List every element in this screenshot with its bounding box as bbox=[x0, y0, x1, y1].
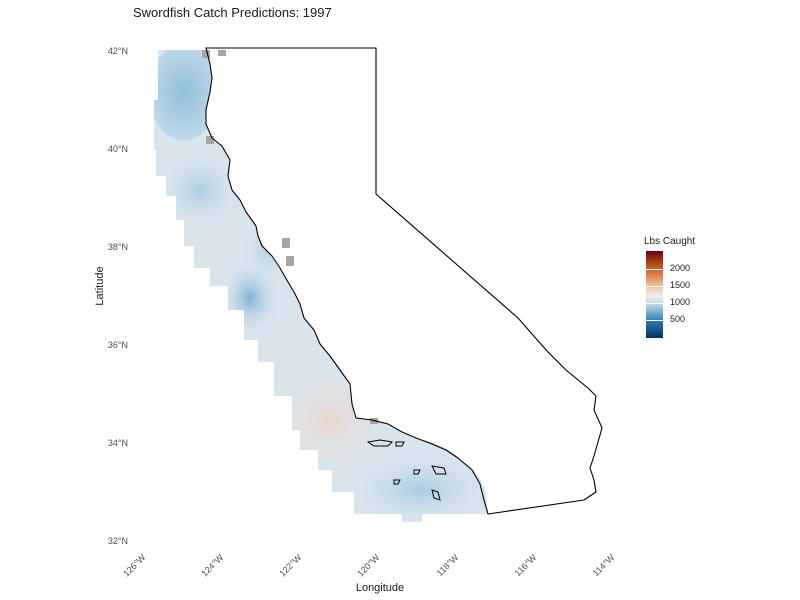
catch-raster bbox=[154, 50, 488, 522]
x-tick-label: 122°W bbox=[277, 552, 304, 579]
legend-tick bbox=[646, 269, 663, 270]
y-axis-title: Latitude bbox=[94, 266, 106, 305]
legend-tick bbox=[646, 286, 663, 287]
x-tick-label: 126°W bbox=[121, 552, 148, 579]
y-tick-label: 34°N bbox=[108, 438, 128, 448]
channel-islands bbox=[366, 439, 447, 501]
legend-title: Lbs Caught bbox=[644, 236, 696, 247]
x-axis: 126°W 124°W 122°W 120°W 118°W 116°W 114°… bbox=[121, 552, 617, 579]
y-tick-label: 40°N bbox=[108, 144, 128, 154]
y-tick-label: 36°N bbox=[108, 340, 128, 350]
y-tick-label: 32°N bbox=[108, 536, 128, 546]
chart-title: Swordfish Catch Predictions: 1997 bbox=[133, 5, 332, 20]
y-tick-label: 42°N bbox=[108, 46, 128, 56]
legend-label: 1500 bbox=[670, 280, 691, 290]
legend-label: 500 bbox=[670, 314, 686, 324]
x-tick-label: 120°W bbox=[355, 552, 382, 579]
legend-tick bbox=[646, 320, 663, 321]
y-tick-label: 38°N bbox=[108, 242, 128, 252]
y-axis: 42°N 40°N 38°N 36°N 34°N 32°N bbox=[108, 46, 128, 546]
x-tick-label: 118°W bbox=[435, 552, 461, 578]
x-tick-label: 124°W bbox=[199, 552, 226, 579]
x-tick-label: 116°W bbox=[513, 552, 539, 578]
california-outline bbox=[205, 47, 603, 515]
legend-colorbar bbox=[646, 251, 663, 338]
color-legend: Lbs Caught 2000 1500 1000 500 bbox=[644, 236, 734, 346]
x-axis-title: Longitude bbox=[356, 582, 404, 594]
x-tick-label: 114°W bbox=[591, 552, 617, 578]
legend-tick bbox=[646, 303, 663, 304]
legend-label: 2000 bbox=[670, 263, 691, 273]
legend-label: 1000 bbox=[670, 297, 691, 307]
